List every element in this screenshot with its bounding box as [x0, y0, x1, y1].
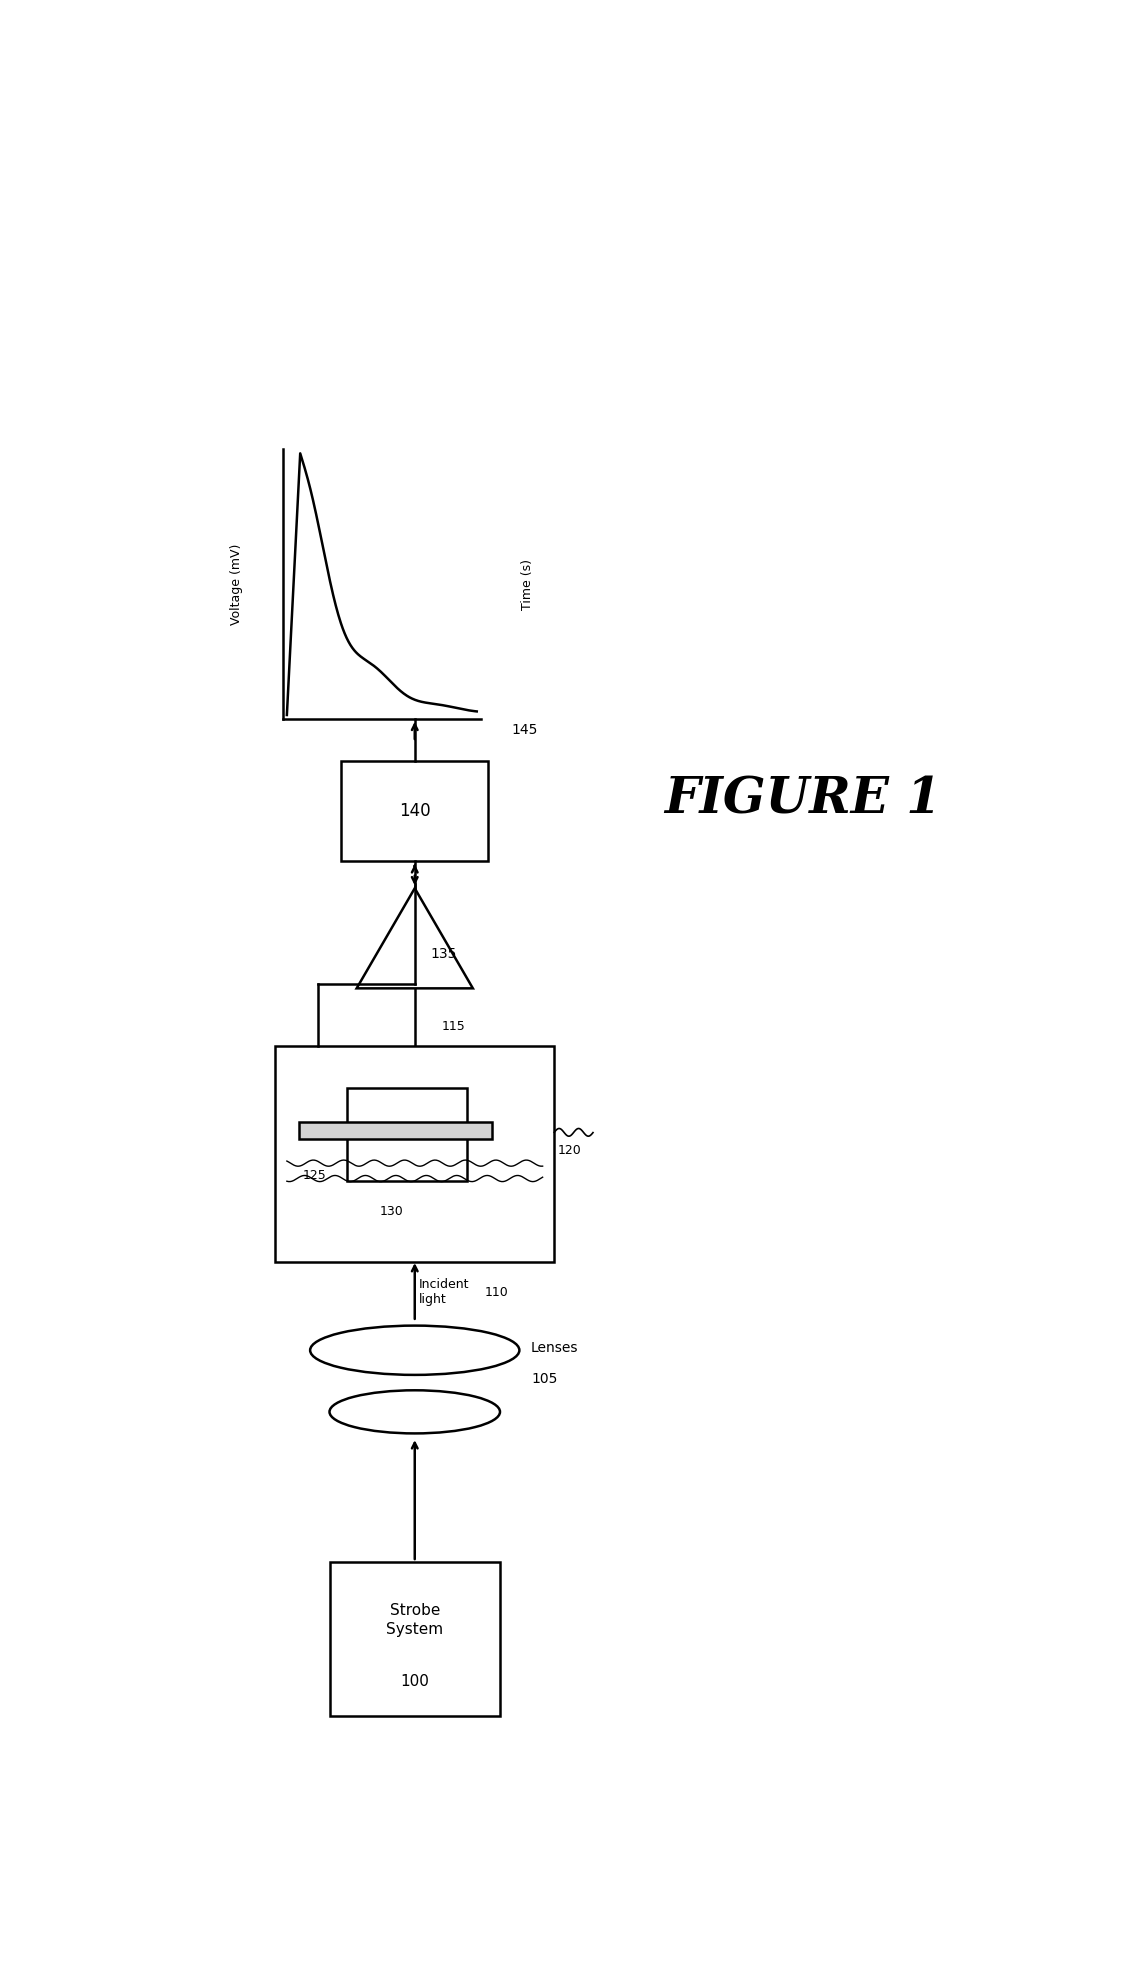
Text: Incident
light: Incident light	[419, 1279, 470, 1307]
Text: 105: 105	[532, 1372, 558, 1386]
Bar	[341, 760, 488, 861]
Text: 110: 110	[484, 1285, 509, 1299]
Ellipse shape	[310, 1327, 519, 1374]
Text: 120: 120	[558, 1144, 582, 1156]
Text: Time (s): Time (s)	[521, 558, 534, 610]
Text: Voltage (mV): Voltage (mV)	[230, 543, 243, 626]
Ellipse shape	[329, 1390, 501, 1434]
Text: 125: 125	[302, 1168, 326, 1182]
Text: 135: 135	[430, 946, 457, 960]
Bar	[276, 1045, 554, 1261]
Text: Lenses: Lenses	[532, 1340, 579, 1354]
Text: FIGURE 1: FIGURE 1	[664, 776, 940, 824]
Bar	[329, 1562, 501, 1717]
Text: 140: 140	[400, 802, 430, 820]
Text: 100: 100	[401, 1673, 429, 1689]
Text: 145: 145	[512, 723, 538, 737]
Text: 115: 115	[442, 1020, 466, 1034]
Polygon shape	[357, 889, 473, 988]
Bar	[347, 1089, 467, 1180]
Bar	[298, 1121, 492, 1138]
Text: 130: 130	[380, 1206, 404, 1218]
Text: Strobe
System: Strobe System	[386, 1604, 443, 1637]
